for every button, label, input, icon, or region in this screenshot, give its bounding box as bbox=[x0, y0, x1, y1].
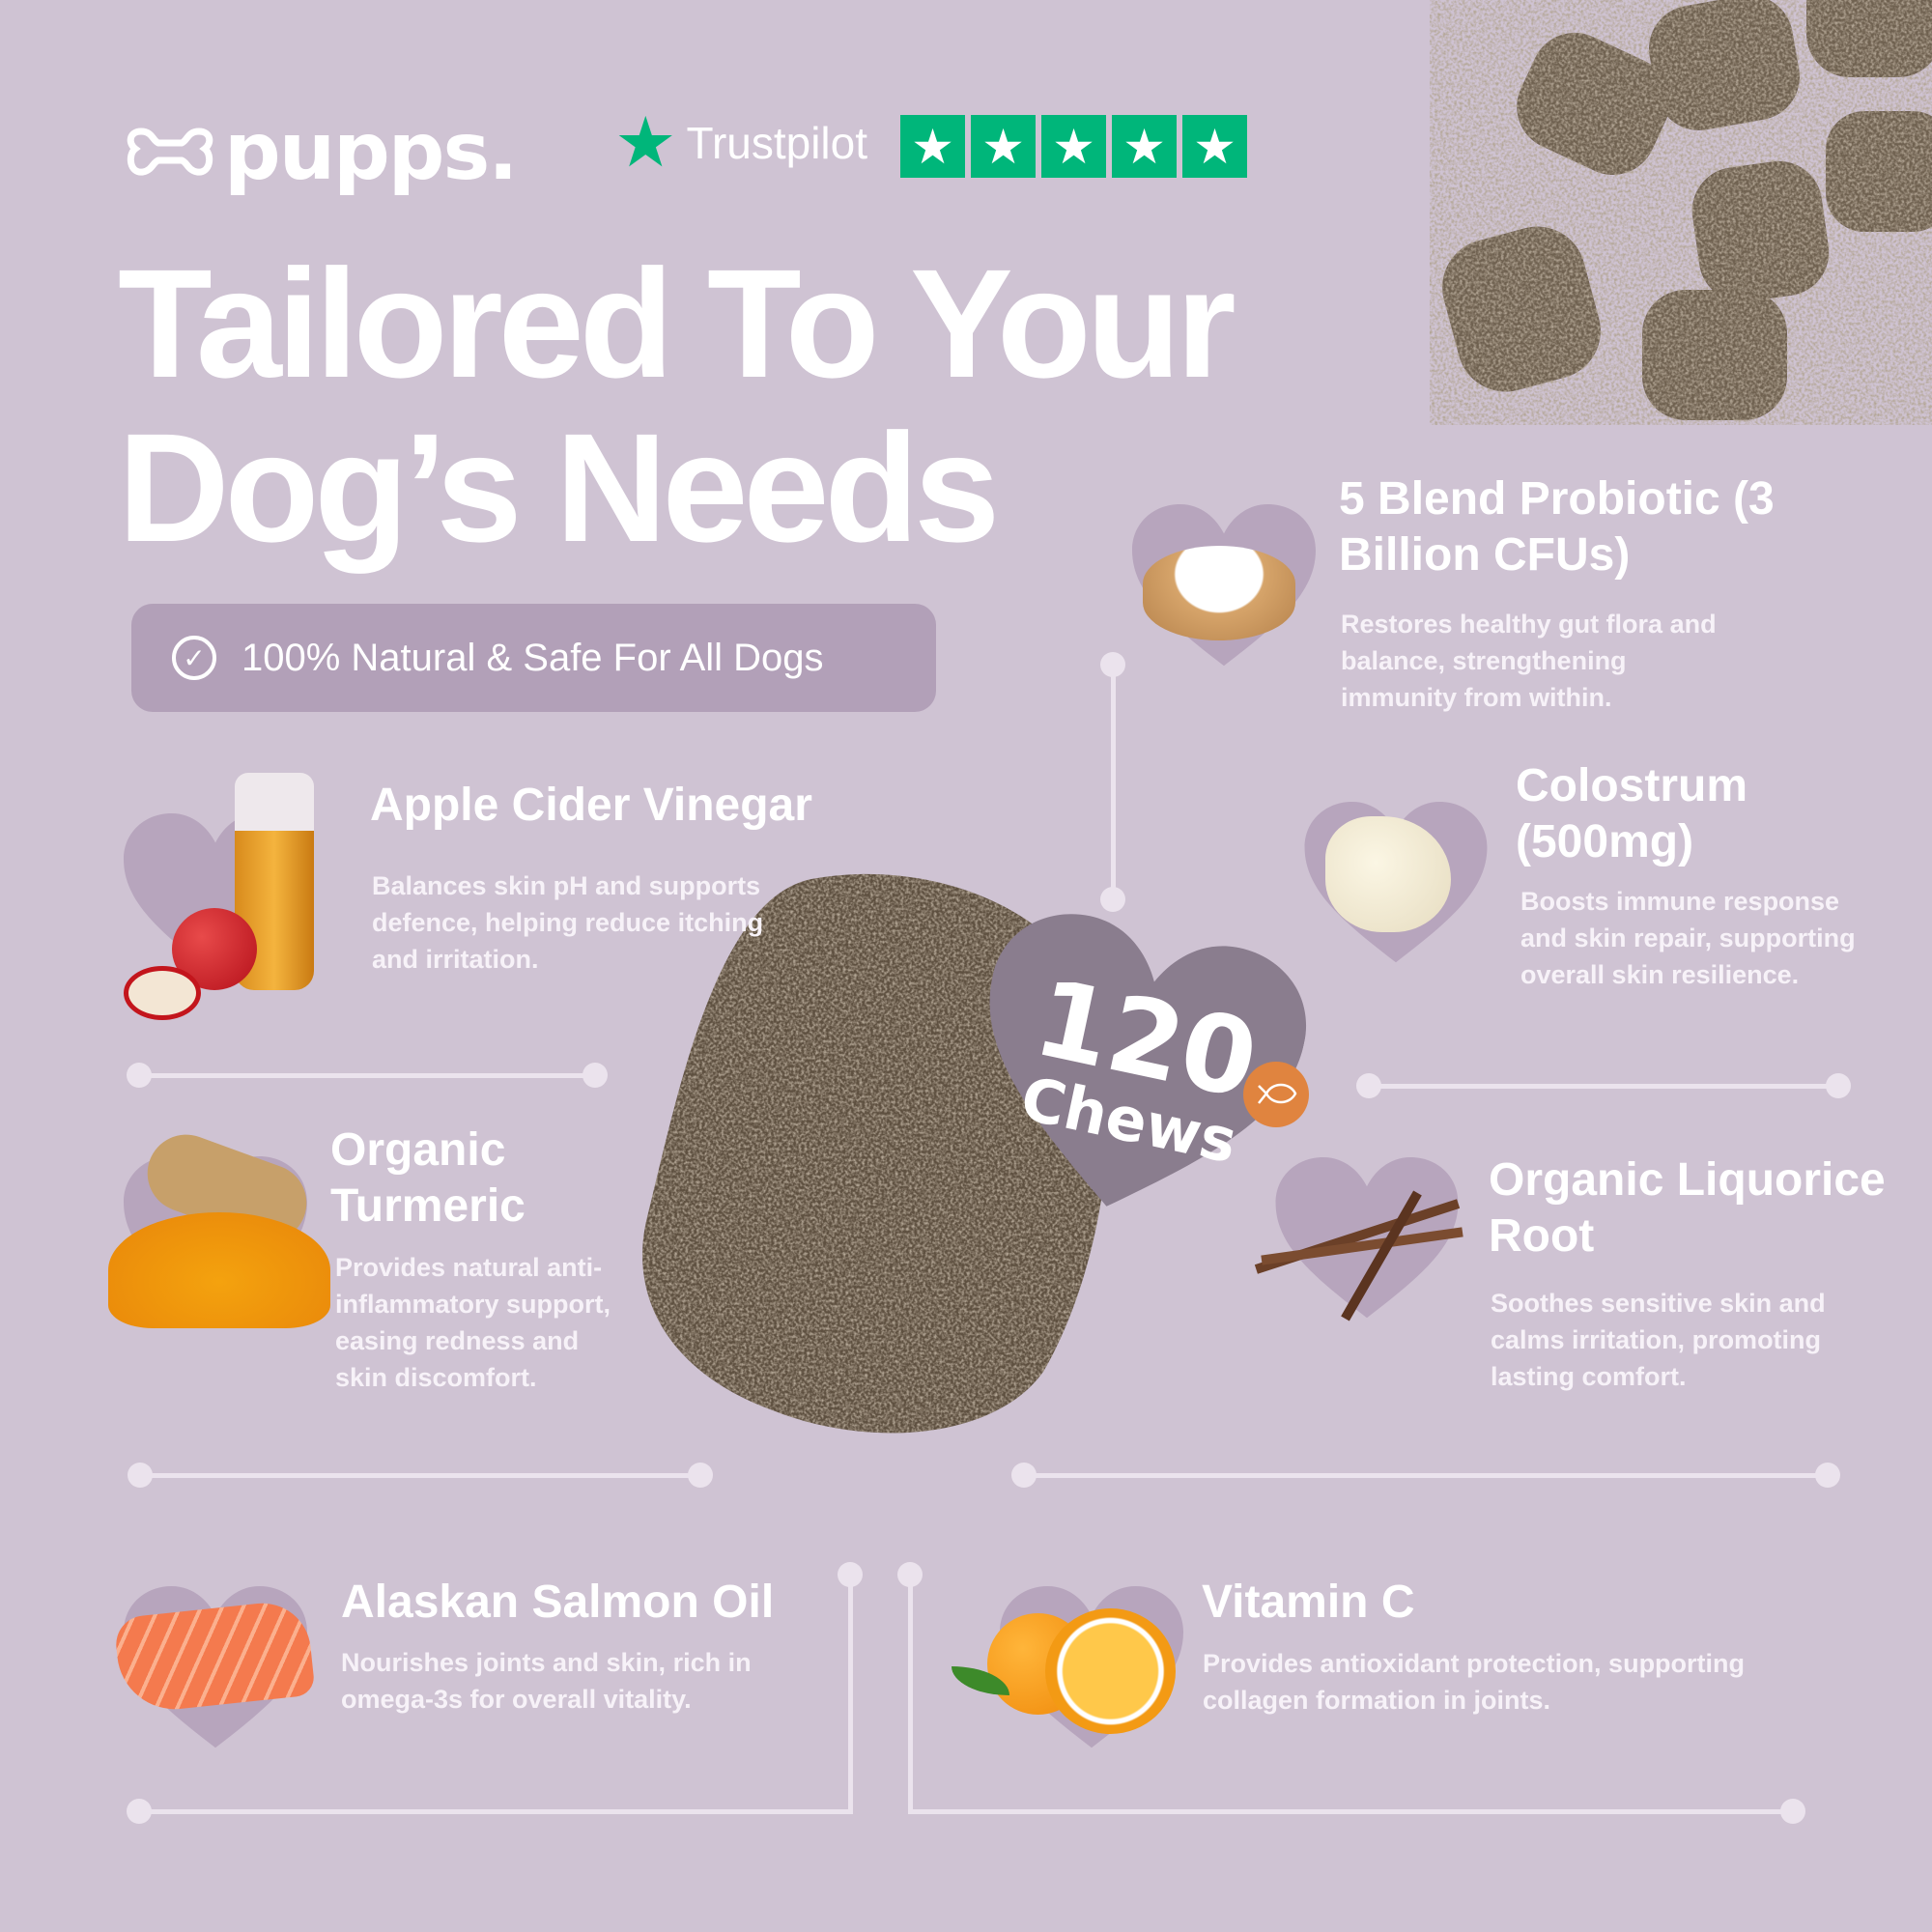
star-icon: ★ bbox=[1182, 115, 1247, 178]
connector-dot bbox=[1780, 1799, 1805, 1824]
ingredient-desc: Provides antioxidant protection, support… bbox=[1203, 1649, 1746, 1715]
connector-line bbox=[1111, 663, 1116, 899]
connector-dot bbox=[1100, 652, 1125, 677]
headline-line2: Dog’s Needs bbox=[118, 401, 1000, 574]
fish-icon bbox=[1243, 1062, 1309, 1127]
connector-dot bbox=[1356, 1073, 1381, 1098]
connector-line bbox=[908, 1575, 913, 1814]
ingredient-title: Colostrum (500mg) bbox=[1516, 760, 1747, 867]
connector-line bbox=[1024, 1473, 1828, 1478]
ingredient-title: Apple Cider Vinegar bbox=[370, 780, 812, 831]
connector-dot bbox=[838, 1562, 863, 1587]
connector-line bbox=[139, 1073, 595, 1078]
trustpilot-label: Trustpilot bbox=[686, 118, 868, 168]
connector-dot bbox=[1826, 1073, 1851, 1098]
connector-dot bbox=[128, 1463, 153, 1488]
check-circle-icon: ✓ bbox=[172, 636, 216, 680]
star-icon: ★ bbox=[1041, 115, 1106, 178]
apple-slice-image bbox=[124, 966, 201, 1020]
headline-line1: Tailored To Your bbox=[118, 237, 1236, 410]
ingredient-title: Vitamin C bbox=[1202, 1577, 1415, 1628]
ingredient-title: Organic Turmeric bbox=[330, 1124, 526, 1232]
badge-text: 100% Natural & Safe For All Dogs bbox=[242, 636, 824, 679]
colostrum-powder-image bbox=[1325, 816, 1451, 932]
connector-dot bbox=[582, 1063, 608, 1088]
trustpilot-rating: ★ ★ ★ ★ ★ bbox=[900, 115, 1247, 178]
trustpilot-star-icon: ★ bbox=[614, 104, 677, 182]
ingredient-desc: Balances skin pH and supports defence, h… bbox=[372, 871, 764, 974]
liquorice-root-image bbox=[1251, 1190, 1468, 1321]
connector-dot bbox=[688, 1463, 713, 1488]
pupps-logo: pupps. bbox=[124, 106, 518, 198]
connector-dot bbox=[1011, 1463, 1037, 1488]
connector-line bbox=[848, 1575, 853, 1814]
connector-dot bbox=[127, 1063, 152, 1088]
bone-icon bbox=[127, 127, 213, 176]
ingredient-title: Organic Liquorice Root bbox=[1489, 1154, 1886, 1262]
ingredient-desc: Provides natural anti-inflammatory suppo… bbox=[335, 1253, 611, 1392]
ingredient-desc: Restores healthy gut flora and balance, … bbox=[1341, 610, 1717, 712]
star-icon: ★ bbox=[971, 115, 1036, 178]
ingredient-title: Alaskan Salmon Oil bbox=[341, 1577, 775, 1628]
trustpilot-logo: ★ Trustpilot bbox=[614, 108, 867, 178]
ingredient-title: 5 Blend Probiotic (3 Billion CFUs) bbox=[1339, 473, 1775, 581]
connector-line bbox=[139, 1809, 853, 1814]
orange-slice-image bbox=[1045, 1608, 1176, 1734]
chews-image bbox=[1430, 0, 1932, 425]
natural-badge: ✓ 100% Natural & Safe For All Dogs bbox=[131, 604, 936, 712]
ingredient-desc: Soothes sensitive skin and calms irritat… bbox=[1491, 1289, 1826, 1391]
ingredient-desc: Boosts immune response and skin repair, … bbox=[1520, 887, 1856, 989]
salmon-image bbox=[113, 1598, 316, 1716]
connector-line bbox=[908, 1809, 1793, 1814]
probiotic-powder-image bbox=[1143, 546, 1295, 640]
star-icon: ★ bbox=[1112, 115, 1177, 178]
logo-text: pupps. bbox=[224, 106, 518, 198]
connector-dot bbox=[897, 1562, 923, 1587]
star-icon: ★ bbox=[900, 115, 965, 178]
connector-dot bbox=[1100, 887, 1125, 912]
ingredient-desc: Nourishes joints and skin, rich in omega… bbox=[341, 1648, 752, 1714]
turmeric-powder-image bbox=[108, 1212, 330, 1328]
connector-dot bbox=[127, 1799, 152, 1824]
connector-line bbox=[140, 1473, 700, 1478]
connector-line bbox=[1369, 1084, 1838, 1089]
connector-dot bbox=[1815, 1463, 1840, 1488]
